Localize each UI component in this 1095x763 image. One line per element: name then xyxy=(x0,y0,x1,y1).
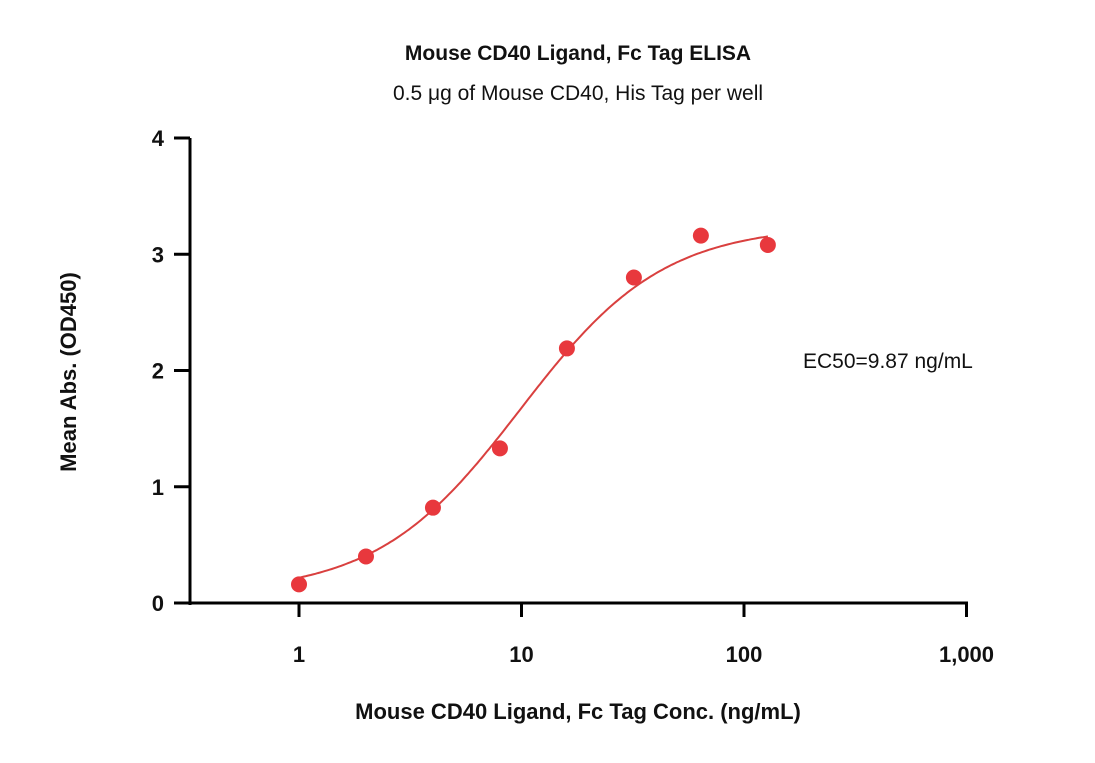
data-point xyxy=(692,227,709,244)
data-points xyxy=(291,227,776,593)
x-tick-label: 100 xyxy=(726,642,763,667)
data-point xyxy=(291,576,307,593)
chart-subtitle: 0.5 μg of Mouse CD40, His Tag per well xyxy=(393,82,763,105)
data-point xyxy=(759,236,776,253)
data-point xyxy=(424,499,441,516)
data-point xyxy=(558,340,575,357)
x-tick-label: 1,000 xyxy=(939,642,994,667)
y-tick-label: 4 xyxy=(152,126,165,151)
fit-curve-group xyxy=(298,235,769,579)
x-axis-label: Mouse CD40 Ligand, Fc Tag Conc. (ng/mL) xyxy=(355,699,801,724)
y-axis-label: Mean Abs. (OD450) xyxy=(56,272,81,472)
y-tick-label: 1 xyxy=(152,475,164,500)
x-tick-label: 1 xyxy=(293,642,305,667)
fit-curve xyxy=(298,235,769,579)
data-point xyxy=(357,548,374,565)
data-point xyxy=(491,440,508,457)
axes: 0 1 2 3 4 1 10 100 1,000 xyxy=(152,126,994,667)
y-tick-label: 0 xyxy=(152,591,164,616)
y-tick-label: 2 xyxy=(152,359,164,384)
ec50-annotation: EC50=9.87 ng/mL xyxy=(803,350,973,373)
y-tick-label: 3 xyxy=(152,242,164,267)
x-tick-label: 10 xyxy=(509,642,533,667)
chart-title: Mouse CD40 Ligand, Fc Tag ELISA xyxy=(405,42,751,65)
data-point xyxy=(625,269,642,286)
